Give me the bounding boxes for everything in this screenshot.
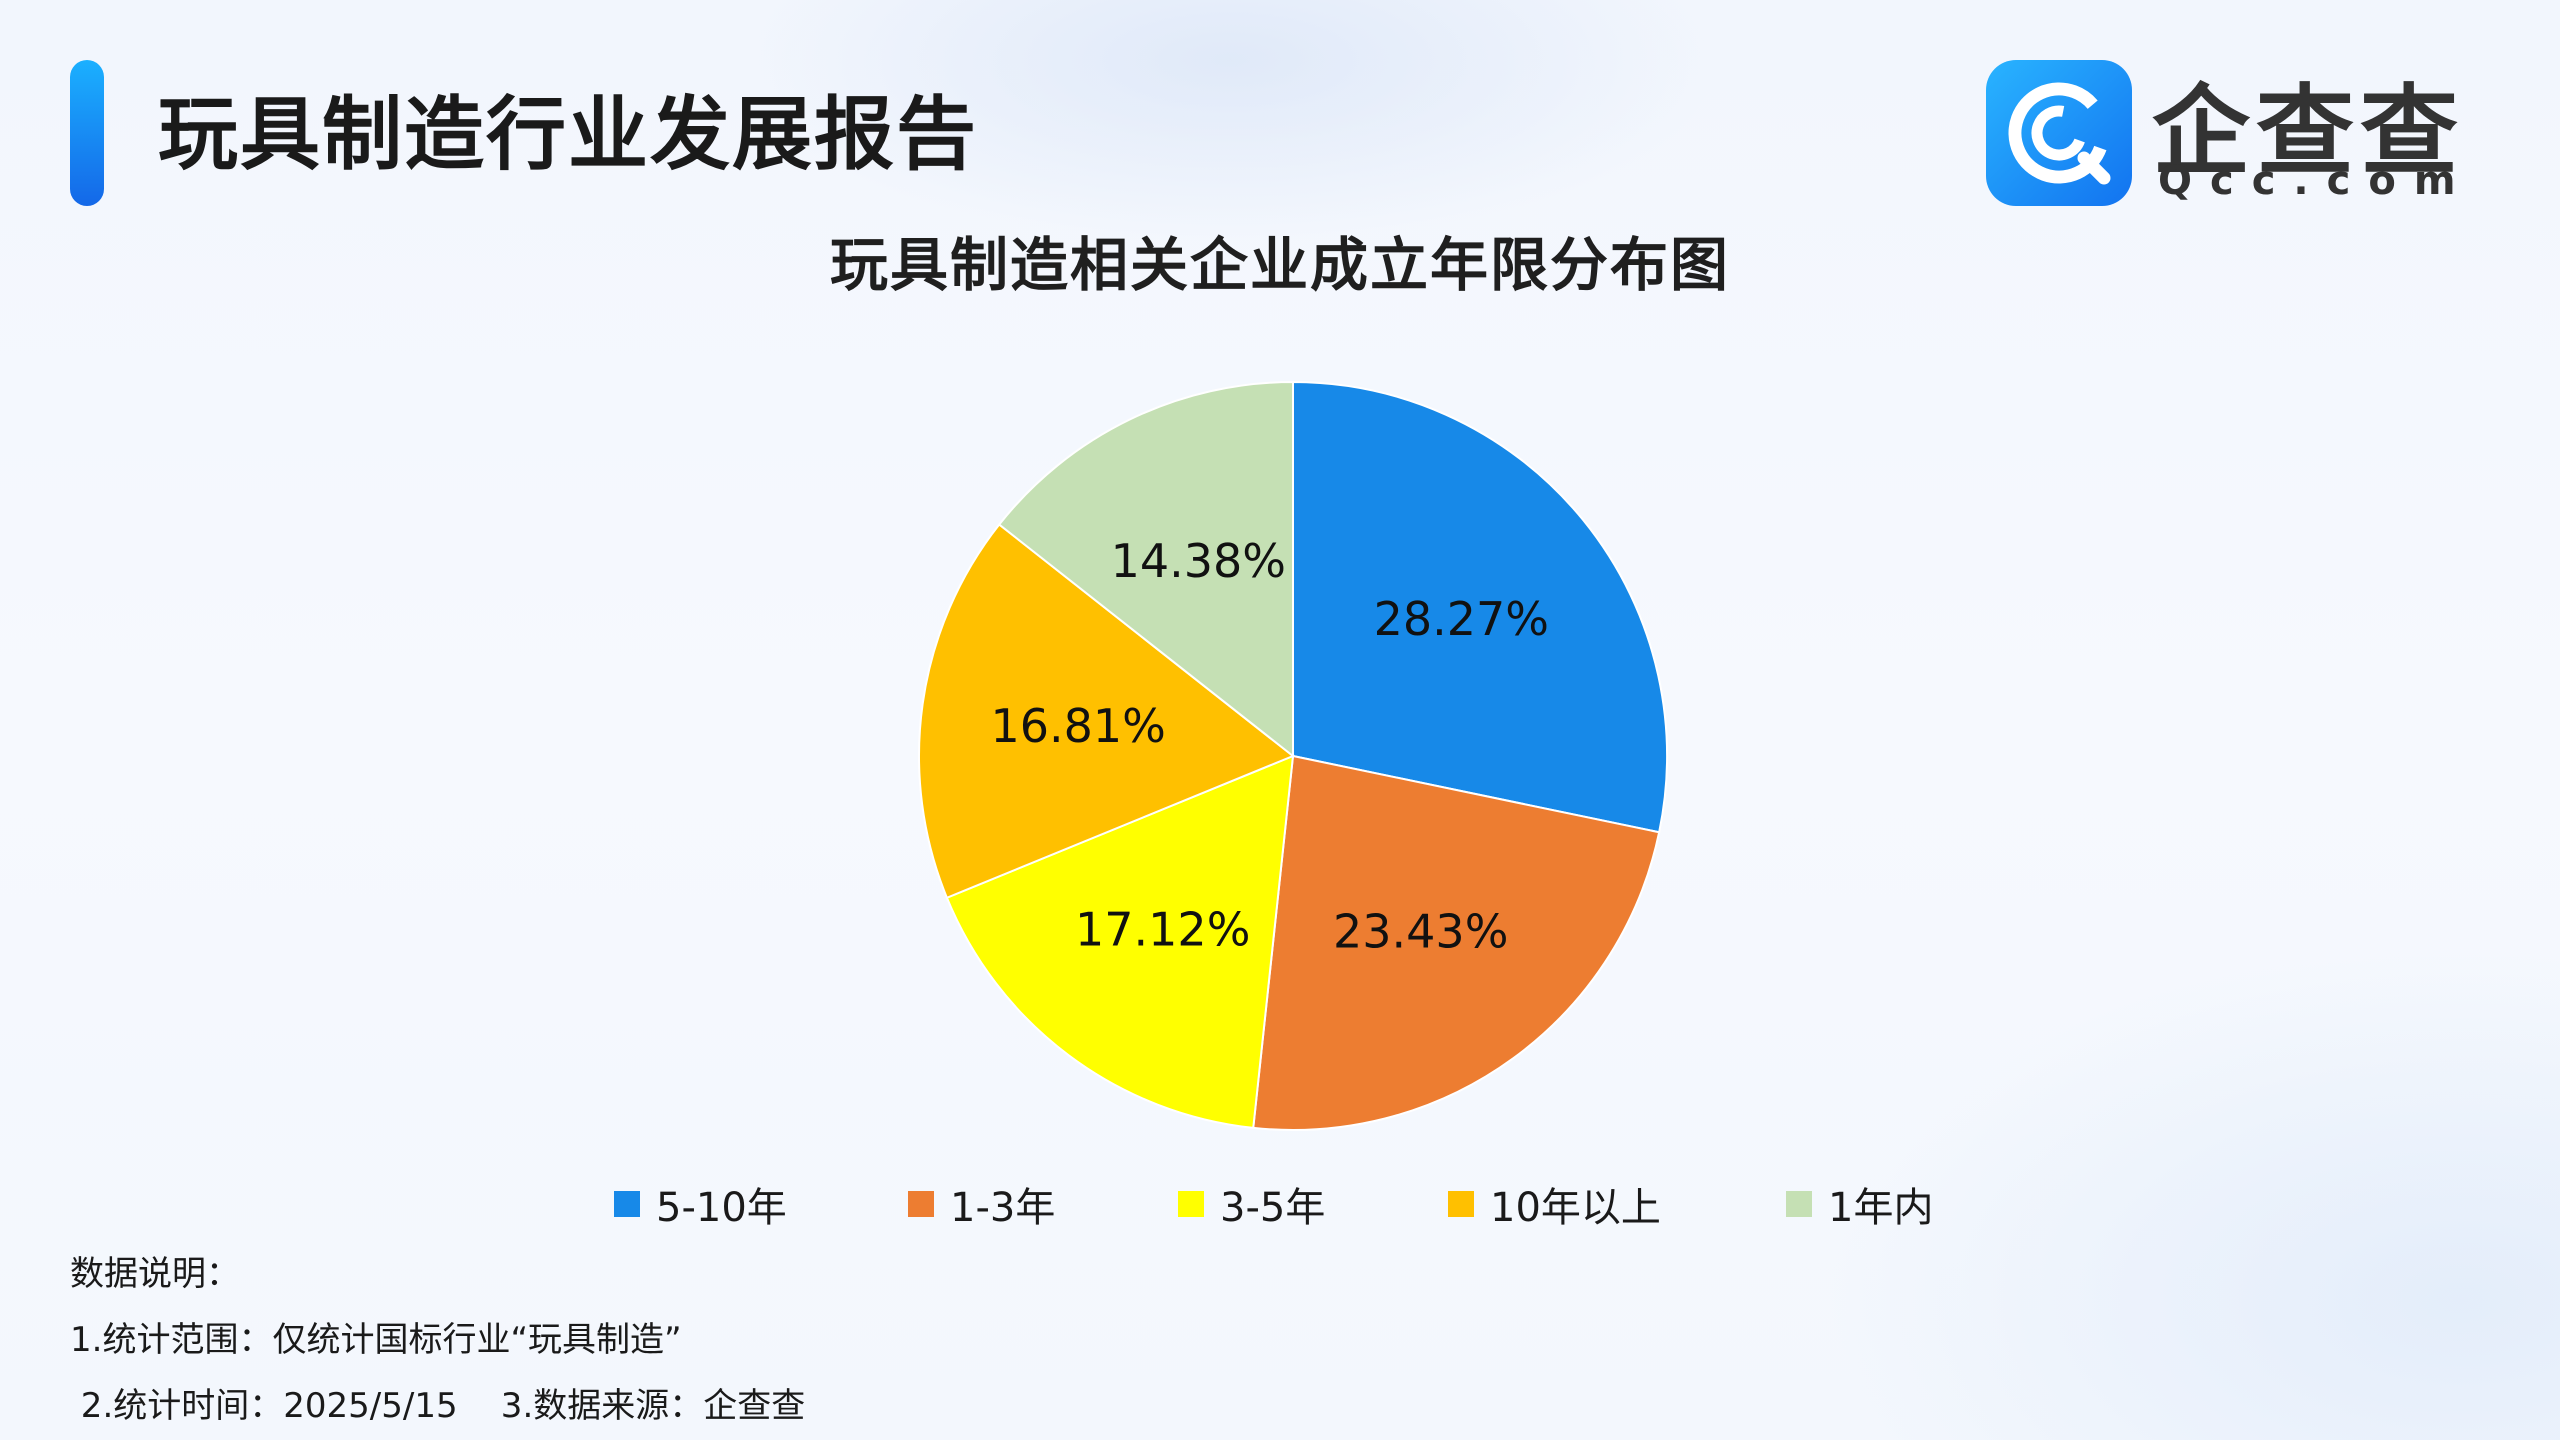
pie-slice-4-label: 16.81% — [990, 699, 1165, 753]
legend-swatch — [908, 1191, 934, 1217]
legend-item-2: 1-3年 — [908, 1176, 1055, 1232]
report-title: 玩具制造行业发展报告 — [158, 88, 978, 181]
pie-slice-5 — [997, 380, 1294, 759]
legend-label: 1-3年 — [950, 1185, 1056, 1231]
brand-domain: Qcc.com — [2158, 158, 2474, 204]
pie-slice-3-label: 17.12% — [1075, 902, 1250, 956]
legend-swatch — [1786, 1191, 1812, 1217]
pie-slice-1-label: 28.27% — [1374, 592, 1549, 646]
notes-scope: 1.统计范围：仅统计国标行业“玩具制造” — [70, 1320, 682, 1360]
legend-label: 10年以上 — [1490, 1185, 1661, 1231]
pie-slice-2 — [1252, 754, 1661, 1131]
pie-slice-2-label: 23.43% — [1333, 904, 1508, 958]
legend-swatch — [1178, 1191, 1204, 1217]
notes-time-source: 2.统计时间：2025/5/15 3.数据来源：企查查 — [70, 1386, 806, 1426]
qcc-logo-icon — [1986, 60, 2132, 206]
legend-swatch — [1448, 1191, 1474, 1217]
notes-heading: 数据说明： — [70, 1254, 240, 1294]
legend-item-3: 3-5年 — [1178, 1176, 1325, 1232]
legend-item-4: 10年以上 — [1448, 1176, 1661, 1232]
chart-title: 玩具制造相关企业成立年限分布图 — [829, 231, 1730, 299]
header-accent-bar — [70, 60, 104, 206]
pie-slice-5-label: 14.38% — [1111, 534, 1286, 588]
brand-name: 企查查 — [2152, 75, 2465, 189]
pie-slice-1 — [1292, 380, 1668, 834]
pie-slice-4 — [918, 523, 1295, 900]
legend-swatch — [614, 1191, 640, 1217]
legend-label: 3-5年 — [1220, 1185, 1326, 1231]
legend-label: 5-10年 — [656, 1185, 787, 1231]
legend-item-1: 5-10年 — [614, 1176, 787, 1232]
legend-item-5: 1年内 — [1786, 1176, 1933, 1232]
chart-legend: 5-10年 1-3年 3-5年 10年以上 1年内 — [0, 1176, 2560, 1232]
legend-label: 1年内 — [1828, 1185, 1934, 1231]
pie-slice-3 — [945, 754, 1295, 1129]
